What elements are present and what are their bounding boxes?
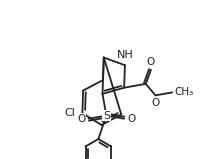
Text: O: O <box>151 98 160 108</box>
Text: S: S <box>103 111 110 121</box>
Text: O: O <box>147 57 155 67</box>
Text: O: O <box>127 114 135 124</box>
Text: CH₃: CH₃ <box>174 87 193 97</box>
Text: NH: NH <box>117 50 133 60</box>
Text: O: O <box>77 114 86 124</box>
Text: Cl: Cl <box>64 108 75 118</box>
